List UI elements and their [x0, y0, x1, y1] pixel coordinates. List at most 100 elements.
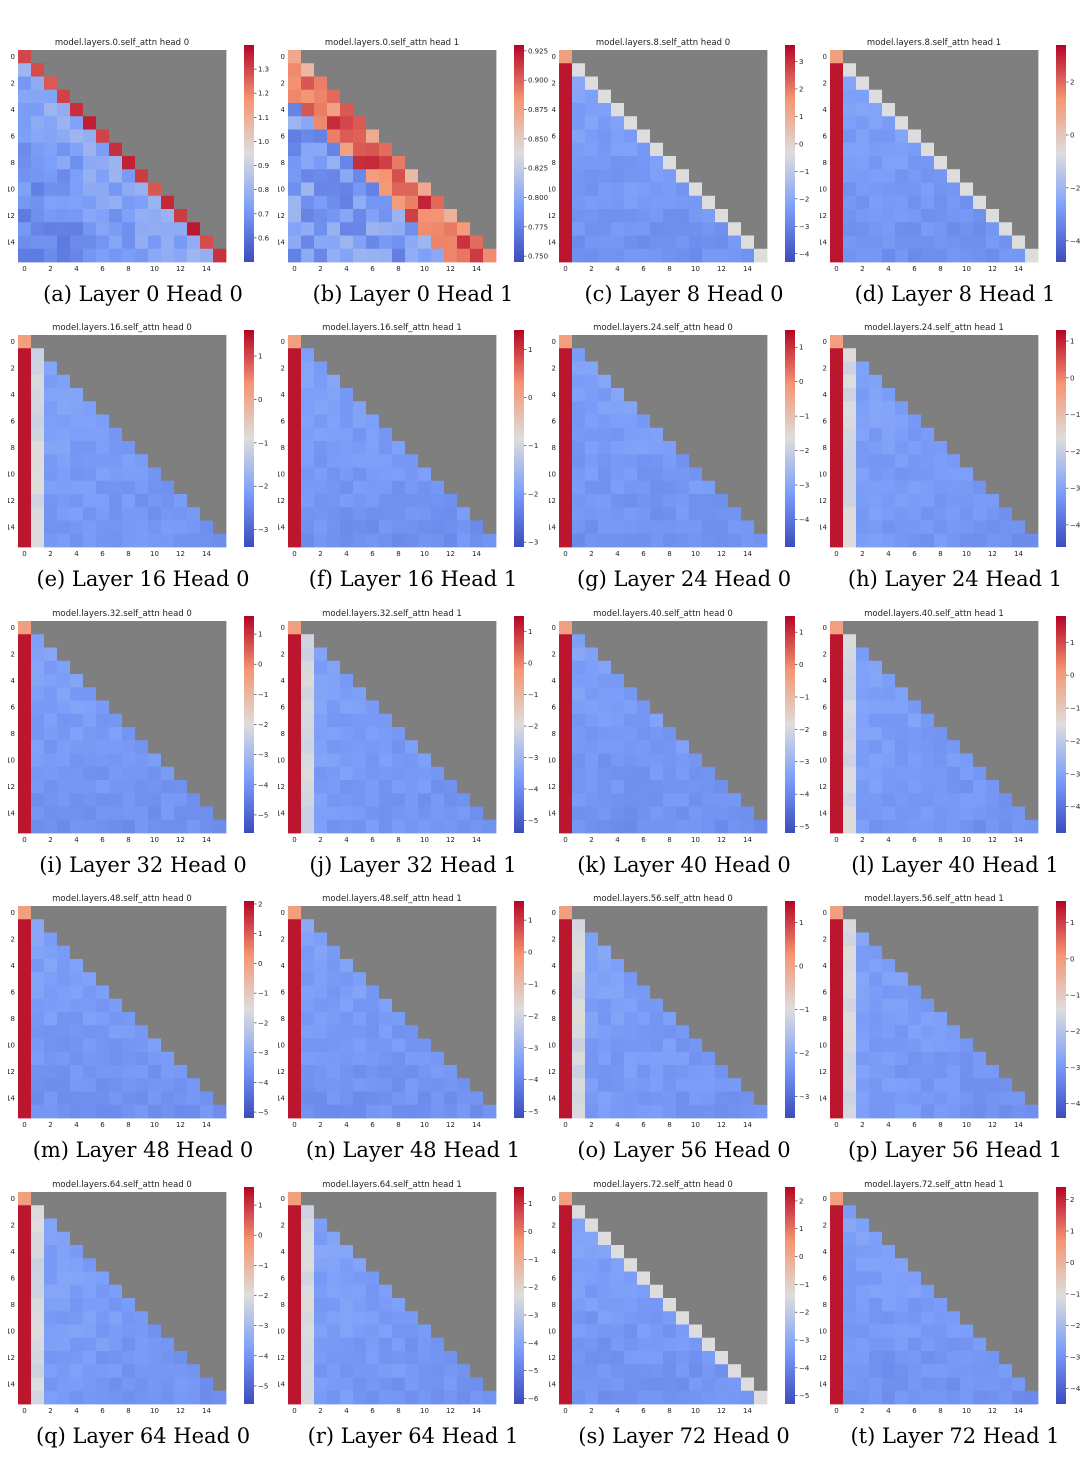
masked-cell	[754, 1065, 768, 1079]
masked-cell	[676, 906, 690, 920]
heatmap-cell	[611, 248, 625, 263]
masked-cell	[457, 660, 471, 675]
masked-cell	[1025, 116, 1039, 130]
masked-cell	[728, 766, 742, 781]
heatmap-cell	[70, 1364, 84, 1378]
x-tick-label: 14	[202, 1121, 211, 1129]
masked-cell	[148, 414, 162, 429]
heatmap-cell	[1012, 235, 1026, 250]
heatmap-cell	[301, 1205, 315, 1219]
heatmap-cell	[585, 1078, 599, 1092]
subfigure-caption: (q) Layer 64 Head 0	[35, 1424, 251, 1448]
colorbar-tick-label: −5	[799, 823, 809, 831]
masked-cell	[728, 687, 742, 701]
masked-cell	[960, 142, 974, 157]
masked-cell	[624, 89, 638, 104]
heatmap-cell	[31, 919, 45, 933]
heatmap-cell	[148, 1364, 162, 1378]
masked-cell	[135, 401, 149, 415]
masked-cell	[921, 374, 935, 389]
masked-cell	[109, 1205, 123, 1219]
heatmap-cell	[57, 1012, 71, 1026]
heatmap-cell	[585, 753, 599, 768]
masked-cell	[174, 374, 188, 389]
heatmap-cell	[57, 467, 71, 482]
x-tick-label: 12	[446, 265, 455, 273]
masked-cell	[676, 700, 690, 715]
masked-cell	[908, 621, 922, 635]
heatmap-cell	[650, 209, 664, 223]
heatmap-cell	[882, 727, 896, 741]
heatmap-cell	[314, 674, 328, 688]
heatmap-cell	[366, 700, 380, 715]
masked-cell	[882, 660, 896, 675]
heatmap-cell	[559, 919, 573, 933]
masked-cell	[444, 1192, 458, 1206]
masked-cell	[200, 753, 214, 768]
heatmap-cell	[314, 129, 328, 144]
colorbar-tick-label: −1	[1070, 411, 1080, 419]
heatmap-cell	[122, 1364, 136, 1378]
heatmap-cell	[431, 507, 445, 521]
x-tick-label: 8	[667, 550, 671, 558]
masked-cell	[418, 441, 432, 455]
masked-cell	[895, 374, 909, 389]
heatmap-cell	[96, 454, 110, 468]
heatmap-cell	[650, 156, 664, 170]
masked-cell	[741, 63, 755, 77]
masked-cell	[187, 76, 201, 91]
masked-cell	[973, 972, 987, 986]
masked-cell	[1012, 348, 1026, 362]
masked-cell	[379, 1192, 393, 1206]
heatmap-cell	[353, 1078, 367, 1092]
heatmap-cell	[973, 235, 987, 250]
heatmap-cell	[676, 467, 690, 482]
heatmap-cell	[947, 182, 961, 197]
heatmap-cell	[366, 1104, 380, 1119]
masked-cell	[663, 103, 677, 117]
heatmap-cell	[70, 116, 84, 130]
heatmap-cell	[109, 156, 123, 170]
heatmap-cell	[392, 209, 406, 223]
heatmap-cell	[135, 520, 149, 535]
masked-cell	[1012, 985, 1026, 1000]
heatmap-cell	[999, 793, 1013, 807]
heatmap-cell	[301, 63, 315, 77]
heatmap-cell	[31, 156, 45, 170]
masked-cell	[999, 972, 1013, 986]
heatmap-cell	[843, 248, 857, 263]
masked-cell	[187, 1205, 201, 1219]
heatmap-cell	[869, 713, 883, 728]
masked-cell	[754, 1078, 768, 1092]
subfigure-caption: (j) Layer 32 Head 1	[309, 853, 517, 877]
masked-cell	[947, 63, 961, 77]
masked-cell	[585, 50, 599, 64]
heatmap-cell	[366, 998, 380, 1013]
heatmap-cell	[122, 494, 136, 508]
masked-cell	[728, 169, 742, 183]
masked-cell	[174, 945, 188, 960]
x-tick-label: 12	[988, 550, 997, 558]
heatmap-cell	[598, 414, 612, 429]
masked-cell	[882, 63, 896, 77]
heatmap-cell	[934, 169, 948, 183]
heatmap-cell	[585, 116, 599, 130]
masked-cell	[161, 1245, 175, 1259]
heatmap-cell	[366, 766, 380, 781]
masked-cell	[960, 348, 974, 362]
heatmap-cell	[379, 793, 393, 807]
masked-cell	[444, 753, 458, 768]
masked-cell	[187, 169, 201, 183]
heatmap-cell	[960, 222, 974, 236]
heatmap-cell	[327, 1091, 341, 1106]
masked-cell	[83, 76, 97, 91]
heatmap-cell	[353, 727, 367, 741]
masked-cell	[908, 660, 922, 675]
x-tick-label: 10	[150, 1121, 159, 1129]
heatmap-cell	[830, 374, 844, 389]
heatmap-cell	[986, 507, 1000, 521]
masked-cell	[353, 335, 367, 349]
masked-cell	[122, 63, 136, 77]
heatmap-cell	[109, 209, 123, 223]
y-tick-label: 4	[281, 106, 286, 114]
